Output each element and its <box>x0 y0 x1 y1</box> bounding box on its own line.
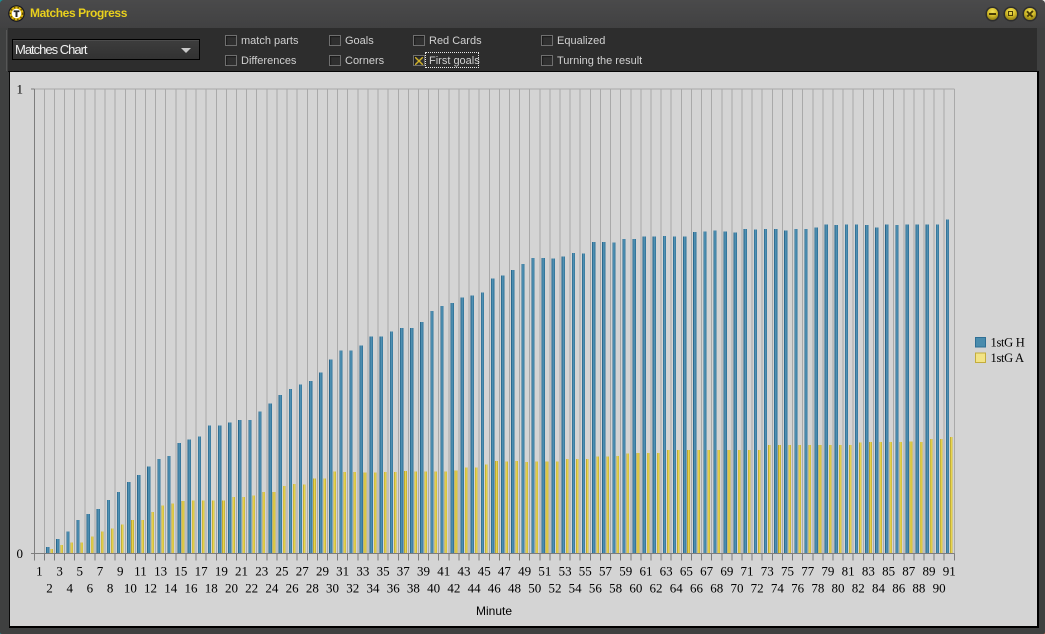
svg-text:31: 31 <box>336 563 349 578</box>
svg-text:1: 1 <box>17 81 24 96</box>
svg-text:75: 75 <box>781 563 794 578</box>
svg-text:1: 1 <box>36 563 43 578</box>
svg-text:22: 22 <box>245 580 258 595</box>
svg-text:16: 16 <box>185 580 199 595</box>
svg-text:62: 62 <box>650 580 663 595</box>
svg-text:65: 65 <box>680 563 693 578</box>
svg-text:21: 21 <box>235 563 248 578</box>
svg-text:33: 33 <box>356 563 369 578</box>
svg-text:42: 42 <box>447 580 460 595</box>
svg-text:36: 36 <box>387 580 401 595</box>
svg-text:83: 83 <box>862 563 875 578</box>
svg-text:38: 38 <box>407 580 420 595</box>
svg-text:70: 70 <box>730 580 743 595</box>
svg-text:4: 4 <box>66 580 73 595</box>
svg-text:86: 86 <box>892 580 906 595</box>
svg-text:39: 39 <box>417 563 430 578</box>
svg-text:44: 44 <box>468 580 482 595</box>
svg-text:3: 3 <box>56 563 63 578</box>
svg-text:78: 78 <box>811 580 824 595</box>
svg-text:32: 32 <box>346 580 359 595</box>
svg-text:43: 43 <box>457 563 470 578</box>
svg-text:68: 68 <box>710 580 723 595</box>
svg-text:55: 55 <box>579 563 592 578</box>
svg-text:12: 12 <box>144 580 157 595</box>
svg-text:24: 24 <box>265 580 279 595</box>
svg-text:69: 69 <box>720 563 733 578</box>
svg-text:66: 66 <box>690 580 704 595</box>
svg-text:76: 76 <box>791 580 805 595</box>
svg-text:2: 2 <box>46 580 53 595</box>
svg-text:8: 8 <box>107 580 114 595</box>
svg-text:34: 34 <box>366 580 380 595</box>
svg-text:51: 51 <box>538 563 551 578</box>
svg-text:37: 37 <box>397 563 411 578</box>
svg-text:30: 30 <box>326 580 339 595</box>
svg-text:17: 17 <box>195 563 209 578</box>
svg-text:56: 56 <box>589 580 603 595</box>
svg-text:79: 79 <box>821 563 834 578</box>
svg-text:9: 9 <box>117 563 124 578</box>
svg-text:80: 80 <box>832 580 845 595</box>
svg-text:50: 50 <box>528 580 541 595</box>
svg-text:20: 20 <box>225 580 238 595</box>
svg-text:90: 90 <box>933 580 946 595</box>
svg-text:88: 88 <box>912 580 925 595</box>
svg-text:87: 87 <box>902 563 916 578</box>
svg-text:40: 40 <box>427 580 440 595</box>
svg-text:64: 64 <box>670 580 684 595</box>
svg-text:48: 48 <box>508 580 521 595</box>
svg-text:1stG A: 1stG A <box>991 351 1025 365</box>
svg-text:6: 6 <box>87 580 94 595</box>
svg-text:54: 54 <box>569 580 583 595</box>
svg-text:25: 25 <box>276 563 289 578</box>
svg-text:28: 28 <box>306 580 319 595</box>
svg-text:52: 52 <box>548 580 561 595</box>
svg-text:11: 11 <box>134 563 147 578</box>
svg-text:91: 91 <box>943 563 956 578</box>
svg-text:10: 10 <box>124 580 137 595</box>
svg-text:14: 14 <box>164 580 178 595</box>
svg-text:77: 77 <box>801 563 815 578</box>
svg-text:41: 41 <box>437 563 450 578</box>
svg-text:7: 7 <box>97 563 104 578</box>
svg-text:Minute: Minute <box>476 603 512 617</box>
svg-text:81: 81 <box>842 563 855 578</box>
svg-text:29: 29 <box>316 563 329 578</box>
svg-text:5: 5 <box>77 563 84 578</box>
svg-text:46: 46 <box>488 580 502 595</box>
svg-text:53: 53 <box>559 563 572 578</box>
svg-text:67: 67 <box>700 563 714 578</box>
svg-text:84: 84 <box>872 580 886 595</box>
svg-text:72: 72 <box>751 580 764 595</box>
svg-text:1stG H: 1stG H <box>991 335 1025 349</box>
svg-text:49: 49 <box>518 563 531 578</box>
svg-text:18: 18 <box>205 580 218 595</box>
svg-text:61: 61 <box>639 563 652 578</box>
svg-text:89: 89 <box>923 563 936 578</box>
svg-text:19: 19 <box>215 563 228 578</box>
svg-text:45: 45 <box>478 563 491 578</box>
svg-text:85: 85 <box>882 563 895 578</box>
svg-text:57: 57 <box>599 563 613 578</box>
svg-text:82: 82 <box>852 580 865 595</box>
svg-text:35: 35 <box>377 563 390 578</box>
svg-text:47: 47 <box>498 563 512 578</box>
svg-text:27: 27 <box>296 563 310 578</box>
svg-text:13: 13 <box>154 563 167 578</box>
svg-text:59: 59 <box>619 563 632 578</box>
svg-text:23: 23 <box>255 563 268 578</box>
svg-text:74: 74 <box>771 580 785 595</box>
svg-text:26: 26 <box>286 580 300 595</box>
svg-text:73: 73 <box>761 563 774 578</box>
svg-text:60: 60 <box>629 580 642 595</box>
svg-text:63: 63 <box>660 563 673 578</box>
svg-text:0: 0 <box>17 545 24 560</box>
svg-text:58: 58 <box>609 580 622 595</box>
svg-text:15: 15 <box>174 563 187 578</box>
svg-text:71: 71 <box>741 563 754 578</box>
